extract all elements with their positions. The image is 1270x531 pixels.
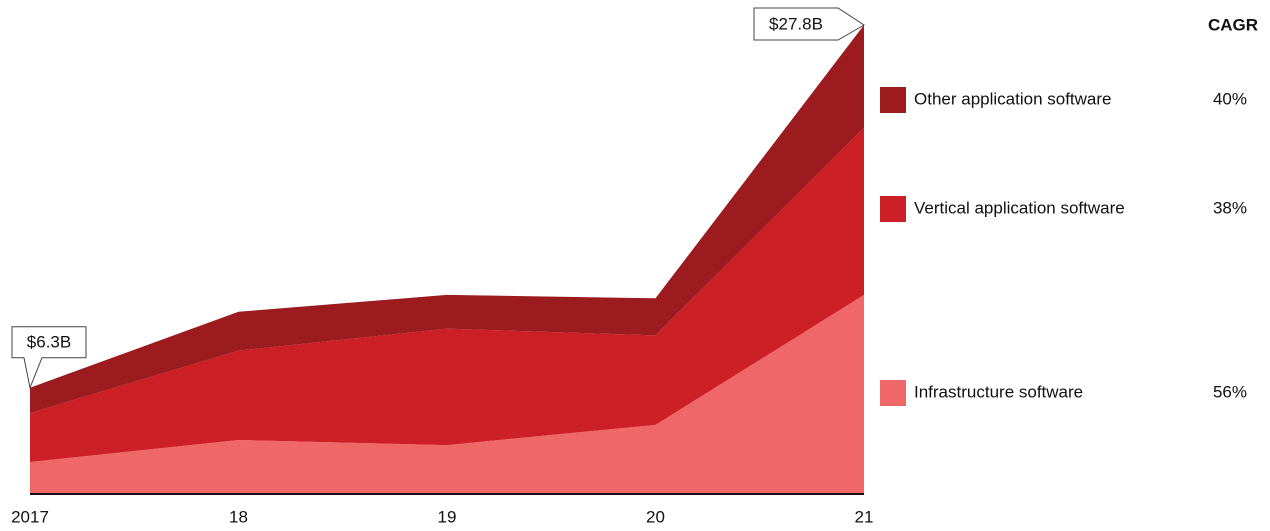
x-tick-label: 19 (438, 507, 457, 526)
legend-swatch (880, 380, 906, 406)
legend-title: CAGR (1208, 15, 1258, 34)
legend-label: Infrastructure software (914, 382, 1083, 401)
cagr-value: 38% (1213, 198, 1247, 217)
legend-swatch (880, 87, 906, 113)
legend-label: Vertical application software (914, 198, 1125, 217)
callout-label: $6.3B (27, 333, 71, 352)
callout (11, 326, 87, 390)
callout-label: $27.8B (769, 14, 823, 33)
x-tick-label: 18 (229, 507, 248, 526)
cagr-value: 40% (1213, 89, 1247, 108)
x-tick-label: 2017 (11, 507, 49, 526)
area (30, 127, 864, 462)
area (30, 25, 864, 414)
x-tick-label: 20 (646, 507, 665, 526)
area (30, 294, 864, 494)
callout (753, 7, 865, 41)
x-tick-label: 21 (855, 507, 874, 526)
legend-swatch (880, 196, 906, 222)
legend-label: Other application software (914, 89, 1112, 108)
cagr-value: 56% (1213, 382, 1247, 401)
